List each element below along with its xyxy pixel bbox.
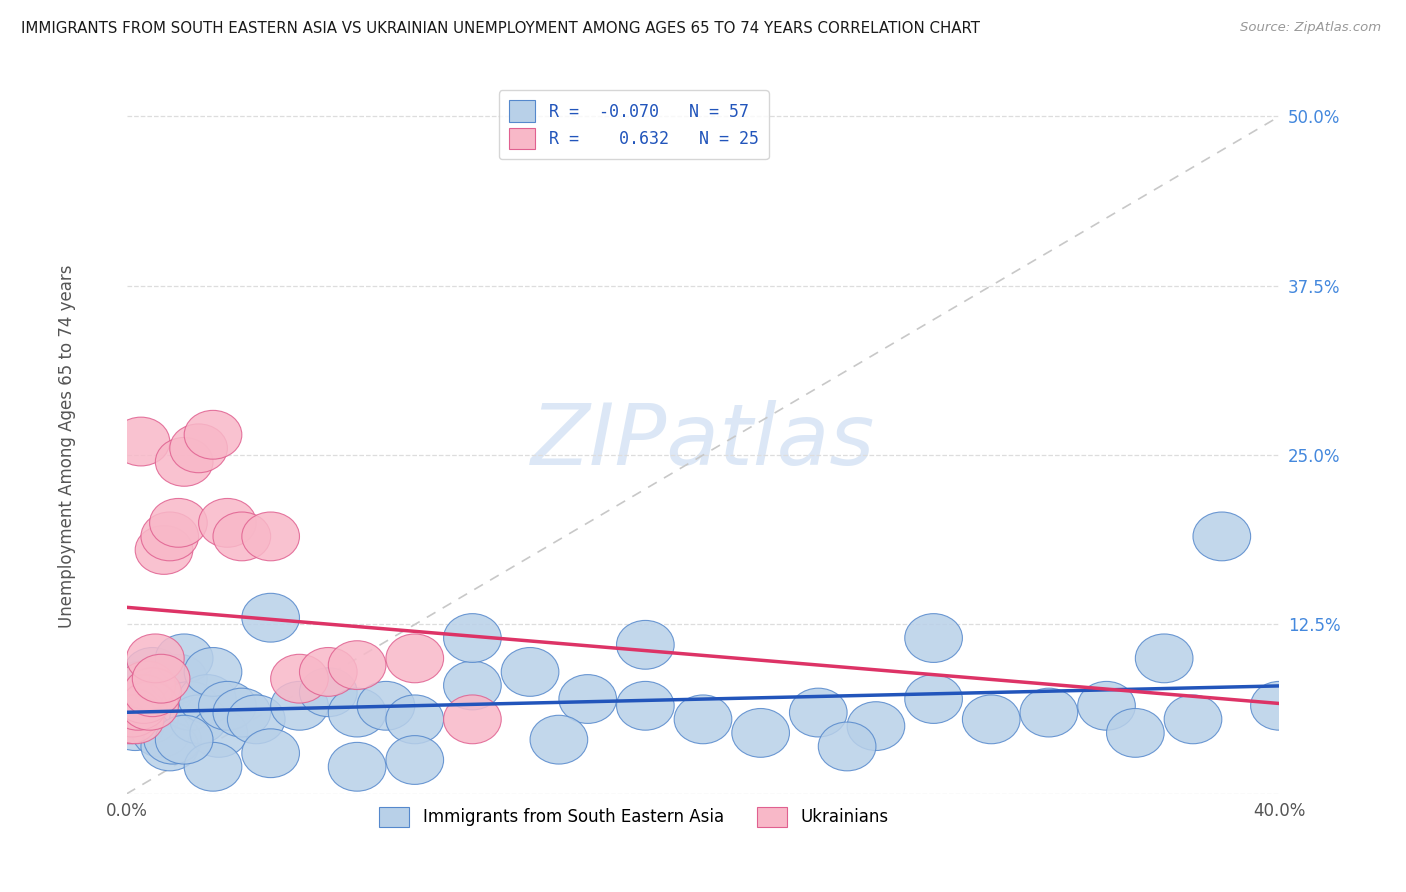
Ellipse shape [385,695,444,744]
Ellipse shape [963,695,1021,744]
Ellipse shape [905,674,963,723]
Ellipse shape [299,668,357,716]
Legend: Immigrants from South Eastern Asia, Ukrainians: Immigrants from South Eastern Asia, Ukra… [371,799,897,835]
Ellipse shape [184,742,242,791]
Ellipse shape [675,695,731,744]
Ellipse shape [1107,708,1164,757]
Ellipse shape [118,681,176,731]
Ellipse shape [242,512,299,561]
Ellipse shape [112,417,170,466]
Ellipse shape [101,695,159,744]
Ellipse shape [198,499,256,547]
Ellipse shape [299,648,357,697]
Ellipse shape [107,702,165,750]
Ellipse shape [560,674,617,723]
Ellipse shape [444,614,502,663]
Ellipse shape [731,708,790,757]
Ellipse shape [271,681,329,731]
Ellipse shape [502,648,560,697]
Text: ZIPatlas: ZIPatlas [531,400,875,483]
Ellipse shape [115,674,173,723]
Ellipse shape [385,634,444,682]
Ellipse shape [198,681,256,731]
Ellipse shape [1251,681,1309,731]
Ellipse shape [143,715,201,764]
Ellipse shape [132,708,190,757]
Ellipse shape [179,674,236,723]
Ellipse shape [141,512,198,561]
Ellipse shape [141,722,198,771]
Ellipse shape [155,634,214,682]
Ellipse shape [357,681,415,731]
Ellipse shape [127,674,184,723]
Ellipse shape [846,702,905,750]
Ellipse shape [170,424,228,473]
Ellipse shape [790,689,846,737]
Text: Unemployment Among Ages 65 to 74 years: Unemployment Among Ages 65 to 74 years [59,264,76,628]
Ellipse shape [444,661,502,710]
Ellipse shape [110,681,167,731]
Ellipse shape [127,634,184,682]
Ellipse shape [104,689,162,737]
Ellipse shape [1164,695,1222,744]
Ellipse shape [1021,689,1078,737]
Ellipse shape [1135,634,1192,682]
Ellipse shape [115,689,173,737]
Ellipse shape [190,708,247,757]
Ellipse shape [242,729,299,778]
Text: Source: ZipAtlas.com: Source: ZipAtlas.com [1240,21,1381,35]
Ellipse shape [444,695,502,744]
Ellipse shape [135,525,193,574]
Ellipse shape [530,715,588,764]
Ellipse shape [184,410,242,459]
Ellipse shape [135,668,193,716]
Ellipse shape [124,668,181,716]
Ellipse shape [818,722,876,771]
Ellipse shape [132,655,190,703]
Ellipse shape [155,715,214,764]
Ellipse shape [385,736,444,784]
Ellipse shape [184,648,242,697]
Ellipse shape [112,661,170,710]
Ellipse shape [329,640,385,690]
Ellipse shape [616,621,675,669]
Ellipse shape [149,655,207,703]
Ellipse shape [162,681,219,731]
Ellipse shape [155,437,214,486]
Ellipse shape [149,499,207,547]
Ellipse shape [104,695,162,744]
Ellipse shape [228,695,285,744]
Text: IMMIGRANTS FROM SOUTH EASTERN ASIA VS UKRAINIAN UNEMPLOYMENT AMONG AGES 65 TO 74: IMMIGRANTS FROM SOUTH EASTERN ASIA VS UK… [21,21,980,37]
Ellipse shape [1192,512,1251,561]
Ellipse shape [101,689,159,737]
Ellipse shape [329,689,385,737]
Ellipse shape [271,655,329,703]
Ellipse shape [214,689,270,737]
Ellipse shape [616,681,675,731]
Ellipse shape [170,695,228,744]
Ellipse shape [214,512,270,561]
Ellipse shape [118,661,176,710]
Ellipse shape [1078,681,1136,731]
Ellipse shape [242,593,299,642]
Ellipse shape [905,614,963,663]
Ellipse shape [329,742,385,791]
Ellipse shape [110,674,167,723]
Ellipse shape [121,681,179,731]
Ellipse shape [107,695,165,744]
Ellipse shape [124,648,181,697]
Ellipse shape [121,695,179,744]
